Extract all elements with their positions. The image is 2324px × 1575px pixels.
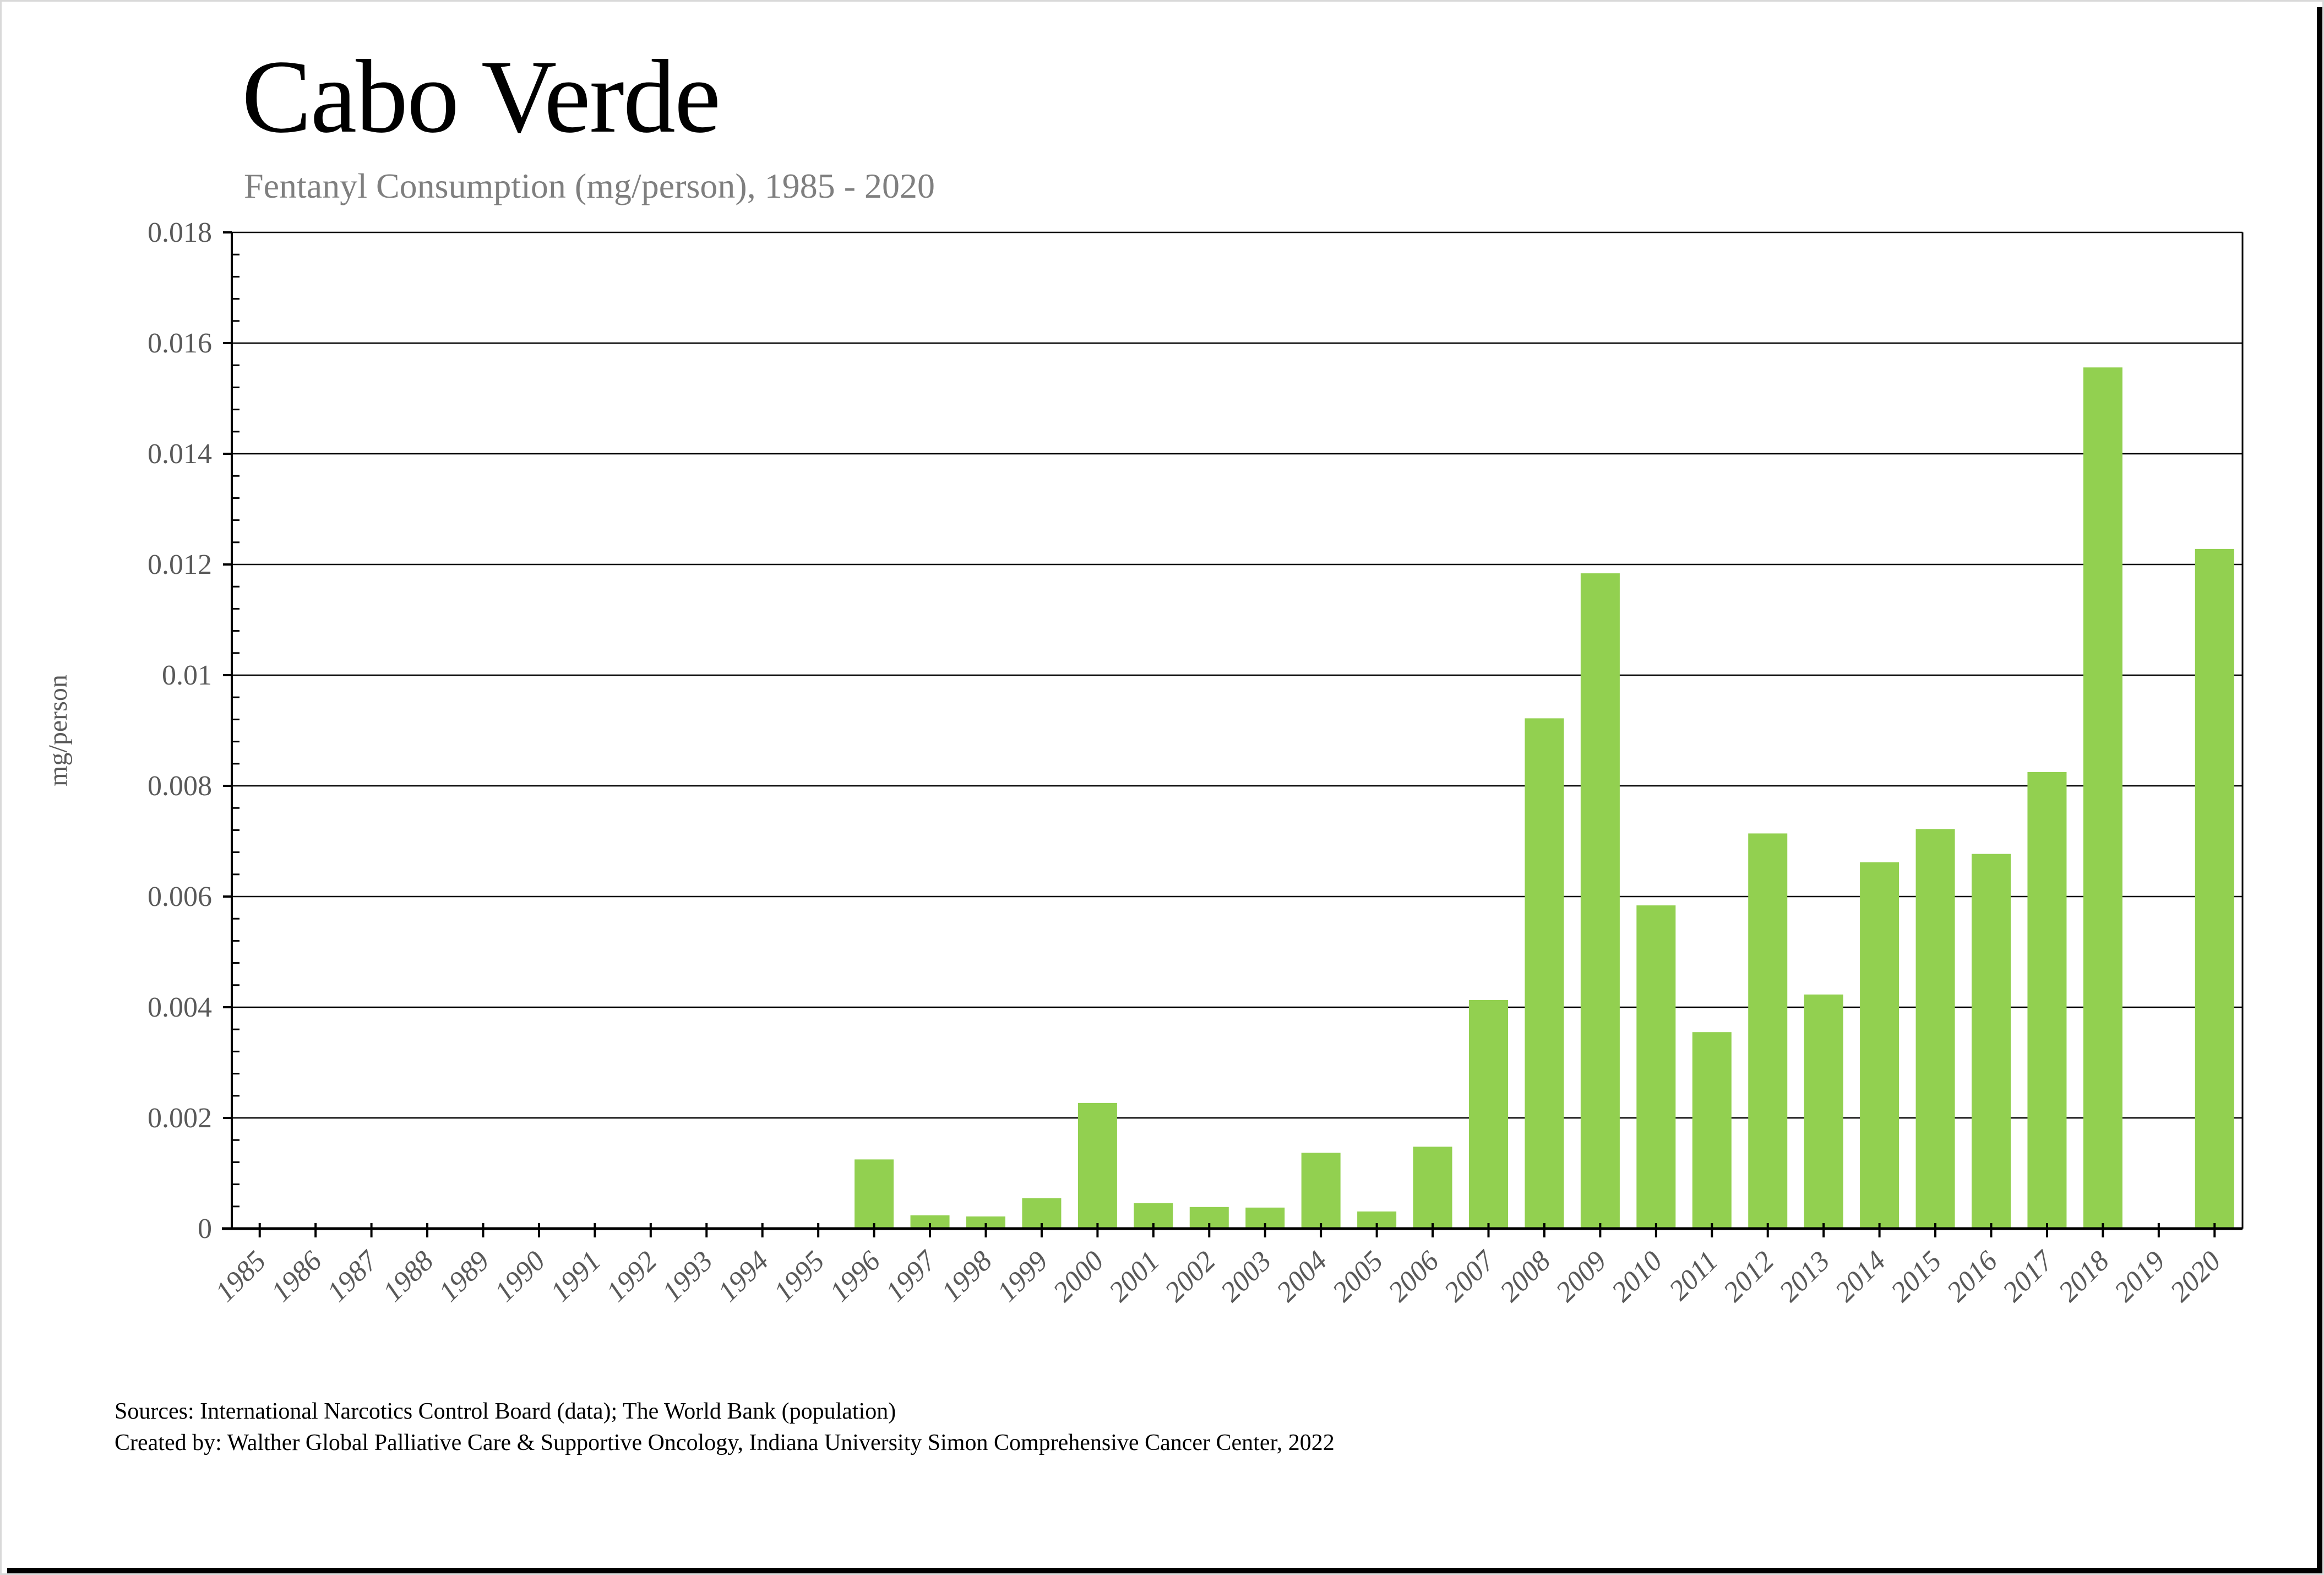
x-tick-label-2008: 2008 — [1494, 1245, 1557, 1308]
x-tick-label-2000: 2000 — [1047, 1245, 1110, 1308]
bar-1996 — [855, 1159, 894, 1229]
x-tick-label-2016: 2016 — [1941, 1245, 2004, 1308]
bar-2020 — [2195, 548, 2234, 1229]
y-axis-title: mg/person — [43, 675, 73, 786]
created-by-line: Created by: Walther Global Palliative Ca… — [115, 1430, 1335, 1455]
bar-2014 — [1860, 862, 1900, 1229]
x-tick-label-2018: 2018 — [2053, 1245, 2115, 1308]
x-tick-label-1987: 1987 — [321, 1245, 384, 1308]
x-tick-label-2017: 2017 — [1997, 1245, 2060, 1308]
bar-2006 — [1413, 1147, 1452, 1229]
x-tick-label-2006: 2006 — [1383, 1245, 1445, 1308]
x-tick-label-2011: 2011 — [1663, 1245, 1724, 1306]
bar-2016 — [1971, 854, 2011, 1229]
bar-2018 — [2083, 367, 2122, 1229]
y-tick-label-0: 0 — [198, 1213, 212, 1245]
x-tick-label-1990: 1990 — [489, 1245, 552, 1308]
bar-2012 — [1748, 833, 1788, 1229]
x-tick-label-2007: 2007 — [1438, 1245, 1501, 1308]
bar-1998 — [966, 1216, 1006, 1229]
x-tick-label-1985: 1985 — [209, 1245, 272, 1308]
x-tick-label-2004: 2004 — [1271, 1245, 1334, 1308]
x-tick-label-1989: 1989 — [433, 1245, 496, 1308]
x-tick-label-1992: 1992 — [600, 1245, 663, 1308]
x-tick-label-2013: 2013 — [1773, 1245, 1836, 1308]
bar-2009 — [1580, 573, 1620, 1229]
y-tick-label-0.01: 0.01 — [162, 660, 212, 691]
x-tick-label-2020: 2020 — [2164, 1245, 2227, 1308]
x-tick-label-1995: 1995 — [768, 1245, 831, 1308]
x-tick-label-1999: 1999 — [992, 1245, 1054, 1308]
bar-2010 — [1636, 905, 1676, 1229]
x-tick-label-2009: 2009 — [1550, 1245, 1613, 1308]
source-note: Sources: International Narcotics Control… — [115, 1396, 1335, 1458]
x-tick-label-1993: 1993 — [656, 1245, 719, 1308]
x-tick-label-1991: 1991 — [545, 1245, 607, 1308]
source-line: Sources: International Narcotics Control… — [115, 1399, 896, 1424]
x-tick-label-1986: 1986 — [265, 1245, 328, 1308]
x-tick-label-2002: 2002 — [1159, 1245, 1222, 1308]
x-tick-label-1997: 1997 — [880, 1245, 943, 1308]
x-tick-label-1996: 1996 — [824, 1245, 886, 1308]
bar-2011 — [1692, 1032, 1732, 1229]
y-tick-label-0.014: 0.014 — [148, 438, 212, 470]
y-tick-label-0.004: 0.004 — [148, 992, 212, 1023]
x-tick-label-2012: 2012 — [1717, 1245, 1780, 1308]
x-tick-label-1998: 1998 — [935, 1245, 998, 1308]
y-tick-label-0.008: 0.008 — [148, 770, 212, 802]
y-tick-label-0.012: 0.012 — [148, 549, 212, 580]
x-tick-label-1988: 1988 — [377, 1245, 440, 1308]
bar-2015 — [1915, 829, 1955, 1229]
y-tick-label-0.018: 0.018 — [148, 217, 212, 248]
x-tick-label-2001: 2001 — [1103, 1245, 1166, 1308]
bar-2000 — [1077, 1102, 1117, 1229]
x-tick-label-2014: 2014 — [1829, 1245, 1892, 1308]
x-tick-label-1994: 1994 — [712, 1245, 775, 1308]
bar-2013 — [1804, 994, 1843, 1229]
x-tick-label-2015: 2015 — [1885, 1245, 1948, 1308]
window-frame-bottom — [7, 1568, 2322, 1573]
x-tick-label-2005: 2005 — [1326, 1245, 1389, 1308]
bar-2004 — [1301, 1153, 1341, 1229]
y-tick-label-0.002: 0.002 — [148, 1102, 212, 1134]
chart-subtitle: Fentanyl Consumption (mg/person), 1985 -… — [244, 166, 935, 205]
y-tick-label-0.006: 0.006 — [148, 881, 212, 913]
x-tick-label-2010: 2010 — [1605, 1245, 1668, 1308]
x-tick-label-2003: 2003 — [1215, 1245, 1277, 1308]
x-tick-label-2019: 2019 — [2108, 1245, 2171, 1308]
bar-2007 — [1468, 1000, 1509, 1229]
y-tick-label-0.016: 0.016 — [148, 328, 212, 359]
chart-title: Cabo Verde — [242, 39, 721, 155]
bar-2017 — [2027, 772, 2067, 1229]
bar-2008 — [1525, 718, 1564, 1229]
window-frame-right — [2317, 7, 2322, 1573]
